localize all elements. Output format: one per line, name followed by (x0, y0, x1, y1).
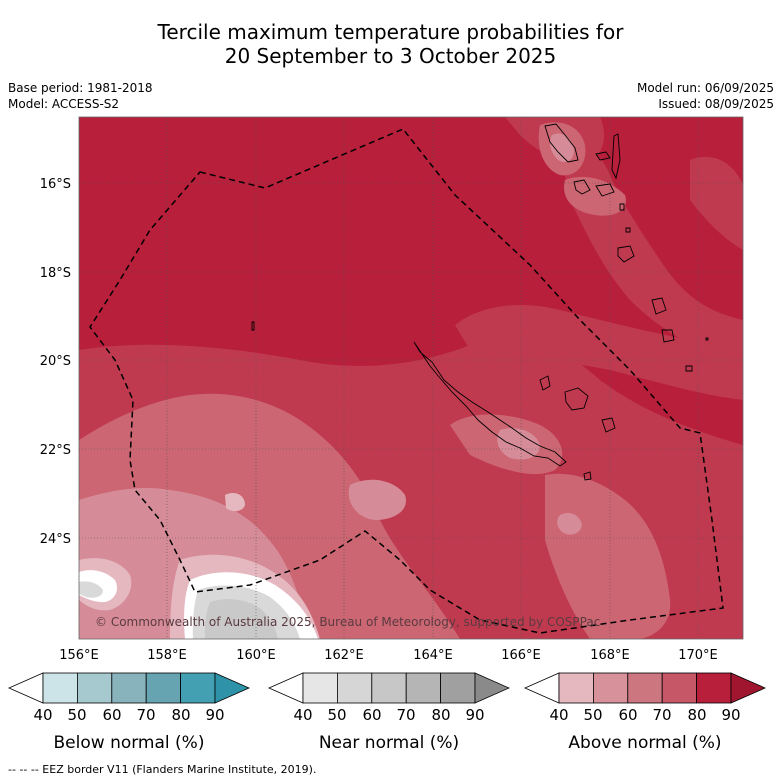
lon-label-168e: 168°E (590, 648, 630, 663)
colorbar-segment (111, 672, 147, 704)
colorbar-segment (180, 672, 216, 704)
lat-label-24s: 24°S (40, 532, 71, 547)
vanuatu-malekula (573, 179, 591, 195)
lon-label-160e: 160°E (236, 648, 276, 663)
base-period-text: Base period: 1981-2018 (8, 81, 153, 95)
near-tick-40: 40 (293, 706, 312, 724)
colorbar-arrow-high (474, 672, 510, 704)
above-normal-colorbar: Above normal (%) 40 50 60 70 80 90 (524, 672, 766, 753)
model-run-text: Model run: 06/09/2025 (636, 81, 774, 95)
loyalty-island-lifou (564, 387, 589, 411)
vanuatu-espiritu-santo (544, 123, 579, 163)
map-title-line1: Tercile maximum temperature probabilitie… (157, 20, 624, 44)
small-island-c (685, 365, 693, 372)
near-tick-90: 90 (465, 706, 484, 724)
colorbar-segment (371, 672, 407, 704)
colorbar-arrow-high (214, 672, 250, 704)
colorbar-segment (405, 672, 442, 704)
above-tick-60: 60 (618, 706, 637, 724)
loyalty-island-ouvea (539, 375, 551, 391)
new-caledonia-island (413, 341, 567, 467)
copyright-text: © Commonwealth of Australia 2025, Bureau… (95, 615, 600, 629)
colorbar-segment (302, 672, 338, 704)
colorbar-segment (627, 672, 663, 704)
near-normal-colorbar: Near normal (%) 40 50 60 70 80 90 (268, 672, 510, 753)
near-tick-70: 70 (396, 706, 415, 724)
colorbar-arrow-low (524, 672, 560, 704)
colorbar-segment (336, 672, 373, 704)
colorbar-segment (696, 672, 732, 704)
eez-border (89, 128, 724, 634)
colorbar-segment (661, 672, 698, 704)
lat-label-22s: 22°S (40, 443, 71, 458)
colorbar-segment (558, 672, 594, 704)
longitude-labels: 156°E 158°E 160°E 162°E 164°E 166°E 168°… (59, 648, 718, 663)
lat-label-18s: 18°S (40, 266, 71, 281)
colorbar-arrow-high (730, 672, 766, 704)
below-tick-80: 80 (171, 706, 190, 724)
issued-text: Issued: 08/09/2025 (658, 97, 774, 111)
vanuatu-tanna (651, 297, 667, 315)
above-tick-70: 70 (652, 706, 671, 724)
above-normal-label: Above normal (%) (568, 733, 721, 753)
colorbar-arrow-low (8, 672, 44, 704)
model-text: Model: ACCESS-S2 (8, 97, 120, 111)
small-island-b (625, 227, 631, 233)
colorbar-segment (593, 672, 629, 704)
probability-field (79, 117, 743, 639)
vanuatu-efate (595, 151, 611, 161)
near-tick-60: 60 (362, 706, 381, 724)
near-tick-50: 50 (327, 706, 346, 724)
colorbar-segment (42, 672, 78, 704)
eez-border-footnote: -- -- -- EEZ border V11 (Flanders Marine… (8, 763, 317, 776)
map-frame (78, 116, 744, 640)
lat-label-20s: 20°S (40, 354, 71, 369)
latitude-labels: 16°S 18°S 20°S 22°S 24°S (40, 177, 71, 547)
above-tick-80: 80 (687, 706, 706, 724)
below-normal-label: Below normal (%) (54, 733, 205, 753)
below-tick-70: 70 (136, 706, 155, 724)
colorbar-segment (440, 672, 476, 704)
vanuatu-aneityum (661, 329, 675, 343)
land-outlines (251, 123, 709, 481)
below-normal-colorbar: Below normal (%) 40 50 60 70 80 90 (8, 672, 250, 753)
vanuatu-pentecost (611, 133, 621, 180)
above-tick-40: 40 (549, 706, 568, 724)
map-title-line2: 20 September to 3 October 2025 (224, 44, 557, 68)
colorbar-segment (77, 672, 113, 704)
below-tick-60: 60 (102, 706, 121, 724)
near-normal-label: Near normal (%) (319, 733, 459, 753)
loyalty-island-mare (601, 417, 616, 433)
lon-label-170e: 170°E (678, 648, 718, 663)
lon-label-162e: 162°E (324, 648, 364, 663)
lon-label-156e: 156°E (59, 648, 99, 663)
above-tick-50: 50 (583, 706, 602, 724)
vanuatu-erromango (617, 245, 635, 263)
lat-label-16s: 16°S (40, 177, 71, 192)
isle-of-pines (583, 471, 592, 481)
small-island-d (251, 321, 255, 331)
below-tick-50: 50 (67, 706, 86, 724)
small-island-a (619, 203, 625, 211)
colorbar-arrow-low (268, 672, 304, 704)
colorbar-segment (145, 672, 181, 704)
lon-label-166e: 166°E (501, 648, 541, 663)
small-island-e (705, 337, 709, 341)
lon-label-164e: 164°E (413, 648, 453, 663)
graticule (79, 117, 743, 639)
below-tick-90: 90 (205, 706, 224, 724)
below-tick-40: 40 (33, 706, 52, 724)
vanuatu-ambrym (595, 183, 615, 197)
above-tick-90: 90 (721, 706, 740, 724)
near-tick-80: 80 (431, 706, 450, 724)
lon-label-158e: 158°E (147, 648, 187, 663)
